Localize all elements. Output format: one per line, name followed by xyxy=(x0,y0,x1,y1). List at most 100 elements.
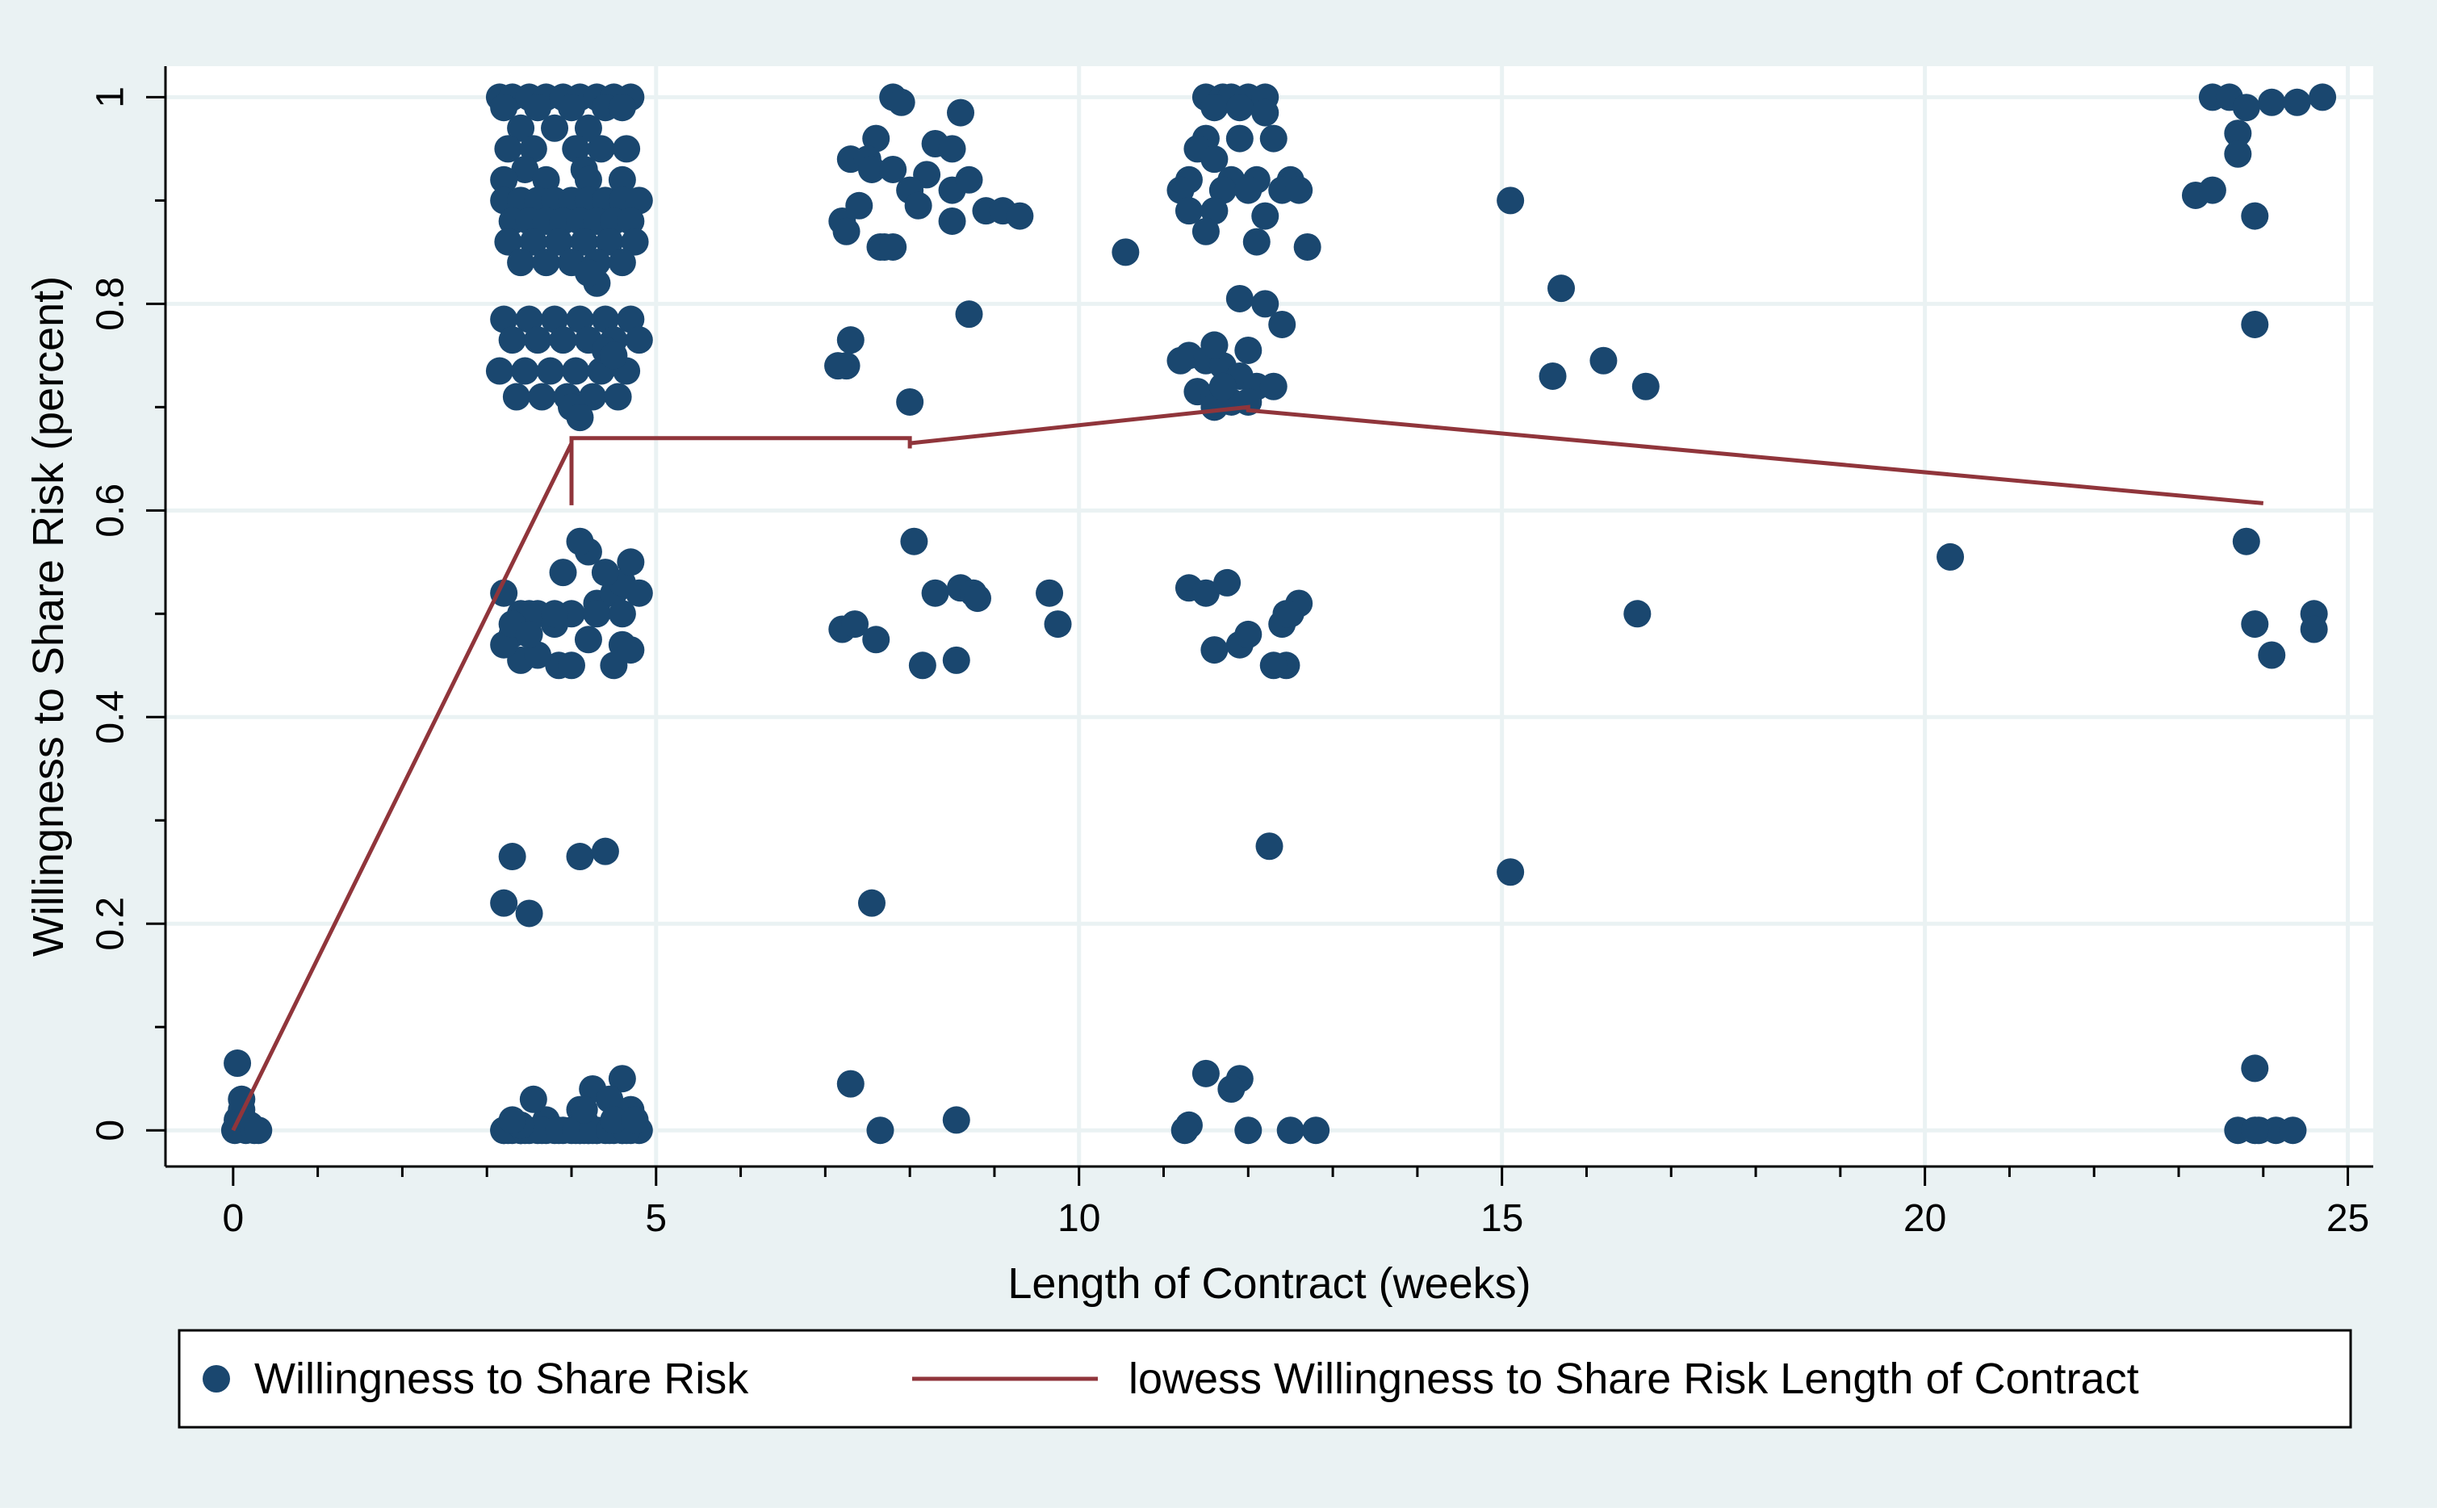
scatter-point xyxy=(955,165,983,194)
scatter-point xyxy=(621,1106,649,1134)
scatter-point xyxy=(507,249,535,277)
scatter-point xyxy=(528,383,556,411)
scatter-point xyxy=(608,165,636,194)
scatter-point xyxy=(579,383,607,411)
scatter-point xyxy=(2283,88,2311,116)
scatter-point xyxy=(549,559,577,587)
scatter-point xyxy=(1234,1116,1262,1145)
x-axis-title: Length of Contract (weeks) xyxy=(1007,1259,1530,1308)
scatter-point xyxy=(524,641,552,669)
scatter-point xyxy=(1259,651,1288,680)
scatter-point xyxy=(2258,641,2286,669)
scatter-point xyxy=(887,88,915,116)
scatter-point xyxy=(1259,124,1288,153)
scatter-point xyxy=(608,1065,636,1093)
scatter-point xyxy=(1268,310,1296,338)
scatter-point xyxy=(1497,186,1525,215)
scatter-point xyxy=(591,305,619,333)
scatter-point xyxy=(1497,858,1525,886)
scatter-point xyxy=(1036,579,1064,607)
scatter-point xyxy=(596,228,624,256)
scatter-point xyxy=(2224,140,2252,168)
scatter-point xyxy=(490,305,518,333)
scatter-point xyxy=(570,1095,598,1124)
y-tick-label: 0.6 xyxy=(90,484,132,538)
scatter-point xyxy=(1225,94,1254,122)
scatter-point xyxy=(596,1085,624,1113)
scatter-point xyxy=(866,1116,894,1145)
scatter-point xyxy=(625,326,653,354)
scatter-point xyxy=(2241,610,2269,639)
scatter-point xyxy=(625,186,653,215)
scatter-point xyxy=(541,305,569,333)
scatter-point xyxy=(625,579,653,607)
scatter-point xyxy=(570,228,598,256)
scatter-point xyxy=(1006,202,1034,230)
y-tick-label: 0.2 xyxy=(90,897,132,951)
scatter-point xyxy=(2232,527,2260,555)
scatter-point xyxy=(613,135,641,163)
scatter-point xyxy=(511,155,539,183)
scatter-point xyxy=(574,626,602,654)
scatter-point xyxy=(562,135,590,163)
scatter-point xyxy=(566,843,594,871)
y-tick-label: 0.4 xyxy=(90,690,132,744)
scatter-point xyxy=(574,258,602,287)
scatter-point xyxy=(604,383,632,411)
scatter-point xyxy=(494,228,522,256)
scatter-point xyxy=(545,228,573,256)
scatter-point xyxy=(1225,124,1254,153)
scatter-point xyxy=(1166,346,1195,375)
scatter-point xyxy=(1191,217,1220,245)
x-tick-label: 15 xyxy=(1480,1197,1523,1240)
scatter-point xyxy=(1044,610,1072,639)
scatter-point xyxy=(490,579,518,607)
scatter-point xyxy=(1251,202,1279,230)
scatter-point xyxy=(600,1106,628,1134)
scatter-point xyxy=(1208,176,1237,204)
scatter-point xyxy=(1200,94,1229,122)
legend: Willingness to Share Risk lowess Willing… xyxy=(178,1329,2352,1429)
scatter-point xyxy=(1200,197,1229,225)
scatter-point xyxy=(1302,1116,1330,1145)
scatter-point xyxy=(574,165,602,194)
legend-box xyxy=(178,1329,2352,1429)
scatter-point xyxy=(947,98,975,127)
scatter-point xyxy=(245,1116,273,1145)
scatter-point xyxy=(1200,636,1229,664)
scatter-point xyxy=(1208,372,1237,400)
scatter-point xyxy=(608,94,636,122)
scatter-point xyxy=(1234,336,1262,364)
scatter-point xyxy=(841,610,869,639)
scatter-point xyxy=(900,527,928,555)
scatter-point xyxy=(519,1085,547,1113)
scatter-point xyxy=(566,305,594,333)
scatter-point xyxy=(1200,331,1229,359)
scatter-point xyxy=(490,630,518,659)
y-tick-label: 1 xyxy=(90,86,132,108)
scatter-point xyxy=(532,165,560,194)
scatter-point xyxy=(502,383,530,411)
scatter-point xyxy=(1255,832,1283,861)
y-tick-label: 0 xyxy=(90,1120,132,1141)
scatter-point xyxy=(836,326,865,354)
scatter-point xyxy=(617,305,645,333)
scatter-point xyxy=(2198,176,2226,204)
scatter-point xyxy=(498,843,526,871)
scatter-point xyxy=(879,155,907,183)
legend-label-lowess: lowess Willingness to Share Risk Length … xyxy=(1128,1355,2139,1403)
scatter-point xyxy=(498,1106,526,1134)
scatter-point xyxy=(921,579,949,607)
scatter-point xyxy=(562,357,590,385)
scatter-point xyxy=(2241,202,2269,230)
scatter-point xyxy=(2300,615,2328,643)
scatter-point xyxy=(1242,228,1271,256)
scatter-point xyxy=(519,228,547,256)
scatter-point xyxy=(1259,372,1288,400)
scatter-point xyxy=(1213,568,1242,597)
scatter-point xyxy=(549,326,577,354)
scatter-point xyxy=(583,600,611,628)
scatter-point xyxy=(617,548,645,576)
